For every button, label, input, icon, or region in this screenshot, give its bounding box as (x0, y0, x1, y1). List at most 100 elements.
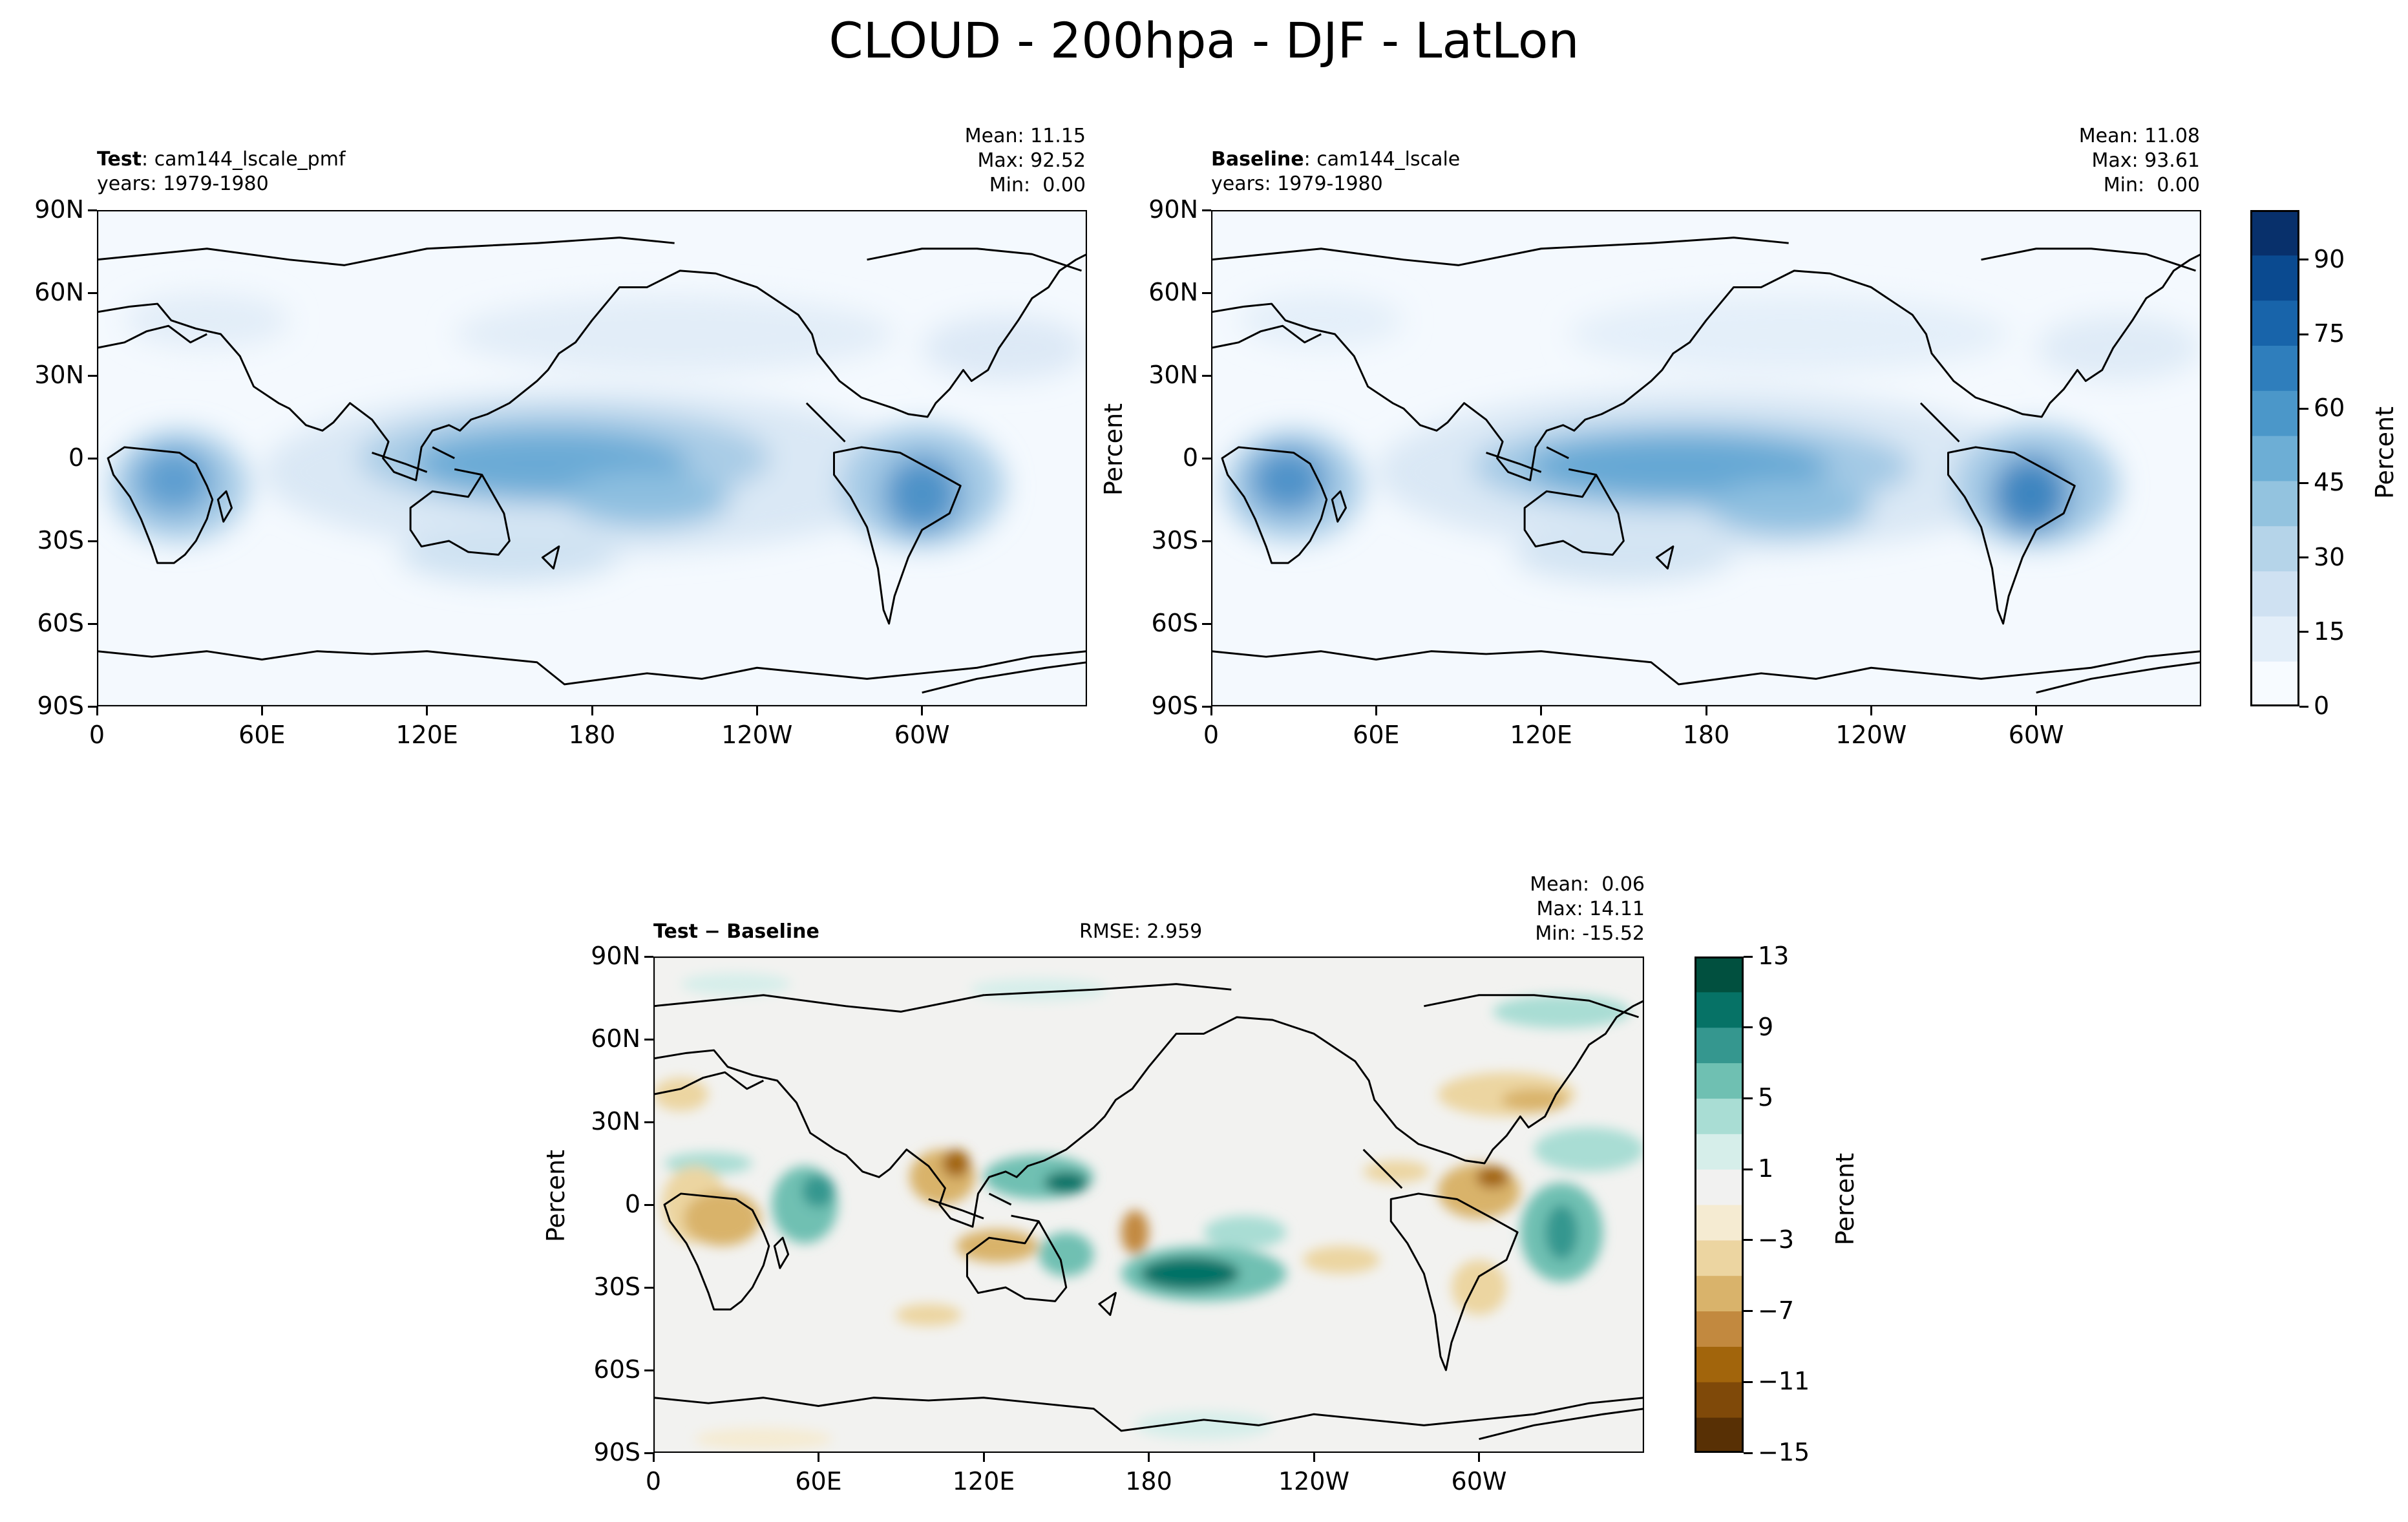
diff-colorbar-segment (1695, 1169, 1744, 1205)
diff-lon-tick-mark (652, 1453, 655, 1462)
baseline-lat-tick-mark (1202, 457, 1211, 460)
baseline-ylabel: Percent (1099, 403, 1128, 496)
test-lat-tick-mark (88, 209, 97, 211)
diff-colorbar-segment (1695, 1346, 1744, 1382)
diff-lat-tick-mark (644, 1286, 653, 1289)
diff-lon-tick-mark (1478, 1453, 1480, 1462)
baseline-lon-tick-label: 60E (1353, 721, 1400, 749)
top-colorbar-tick-label: 0 (2314, 692, 2330, 720)
baseline-lat-tick-mark (1202, 374, 1211, 377)
diff-colorbar-tick-label: −15 (1758, 1438, 1810, 1466)
figure-title: CLOUD - 200hpa - DJF - LatLon (829, 12, 1579, 69)
diff-colorbar-segment (1695, 1205, 1744, 1241)
top-colorbar-tick-label: 60 (2314, 394, 2345, 423)
diff-lat-tick-label: 60N (591, 1024, 640, 1053)
diff-lat-tick-mark (644, 1121, 653, 1123)
diff-colorbar-tick-mark (1744, 955, 1753, 958)
test-name: cam144_lscale_pmf (154, 148, 346, 171)
top-colorbar-segment (2250, 436, 2299, 481)
diff-colorbar-segment (1695, 1134, 1744, 1170)
diff-map (653, 957, 1644, 1453)
test-lon-tick-label: 180 (568, 721, 616, 749)
diff-lat-tick-label: 60S (593, 1355, 640, 1384)
diff-colorbar-tick-label: 5 (1758, 1083, 1774, 1112)
baseline-lon-tick-mark (1540, 706, 1543, 715)
top-colorbar-segment (2250, 661, 2299, 706)
diff-colorbar-segment (1695, 1311, 1744, 1347)
test-lon-tick-mark (426, 706, 428, 715)
top-colorbar-label: Percent (2371, 407, 2399, 499)
test-lon-tick-mark (755, 706, 758, 715)
top-colorbar-segment (2250, 571, 2299, 617)
diff-lat-tick-mark (644, 1452, 653, 1454)
baseline-lat-tick-mark (1202, 291, 1211, 294)
diff-lat-tick-mark (644, 1369, 653, 1371)
top-colorbar-segment (2250, 300, 2299, 346)
top-colorbar-tick-label: 90 (2314, 244, 2345, 273)
diff-lon-tick-label: 60E (795, 1467, 842, 1496)
diff-lon-tick-label: 180 (1125, 1467, 1172, 1496)
diff-colorbar-tick-mark (1744, 1168, 1753, 1170)
top-colorbar-segment (2250, 616, 2299, 662)
diff-colorbar-frame (1695, 957, 1744, 1453)
test-min: Min: 0.00 (989, 174, 1086, 196)
test-lon-tick-label: 0 (89, 721, 105, 749)
test-title: Test: cam144_lscale_pmf (97, 148, 346, 171)
diff-colorbar-label: Percent (1831, 1153, 1859, 1245)
diff-colorbar-tick-mark (1744, 1380, 1753, 1383)
diff-colorbar-tick-label: −7 (1758, 1296, 1795, 1325)
top-colorbar-segment (2250, 525, 2299, 572)
diff-ylabel: Percent (542, 1150, 570, 1242)
test-lat-tick-label: 0 (68, 443, 84, 472)
diff-colorbar-tick-mark (1744, 1097, 1753, 1099)
baseline-map (1211, 210, 2201, 706)
diff-colorbar-segment (1695, 1275, 1744, 1312)
baseline-lat-tick-label: 30S (1151, 526, 1198, 555)
test-mean: Mean: 11.15 (964, 125, 1086, 147)
baseline-lat-tick-label: 0 (1182, 443, 1198, 472)
test-lon-tick-label: 60W (894, 721, 950, 749)
baseline-lat-tick-label: 30N (1148, 361, 1198, 389)
diff-lon-tick-label: 120E (952, 1467, 1015, 1496)
diff-colorbar-segment (1695, 1382, 1744, 1418)
baseline-title: Baseline: cam144_lscale (1211, 148, 1461, 171)
diff-lon-tick-mark (982, 1453, 985, 1462)
test-lat-tick-label: 90S (37, 692, 84, 720)
test-lat-tick-label: 60S (37, 609, 84, 637)
diff-colorbar-tick-label: −11 (1758, 1367, 1810, 1396)
top-colorbar-tick-mark (2299, 631, 2308, 633)
diff-lon-tick-mark (1313, 1453, 1315, 1462)
top-colorbar (2250, 210, 2299, 706)
top-colorbar-tick-mark (2299, 259, 2308, 261)
diff-lon-tick-mark (818, 1453, 819, 1462)
baseline-lon-tick-mark (2035, 706, 2038, 715)
diff-lat-tick-label: 30N (591, 1107, 640, 1136)
diff-colorbar-segment (1695, 957, 1744, 993)
diff-title-b: Baseline (726, 920, 819, 943)
test-lon-tick-mark (591, 706, 593, 715)
test-map (97, 210, 1087, 706)
diff-colorbar-tick-label: 9 (1758, 1012, 1774, 1041)
baseline-cloud-field (1225, 293, 2201, 582)
diff-colorbar-tick-label: 1 (1758, 1154, 1774, 1183)
baseline-lat-tick-label: 60S (1151, 609, 1198, 637)
top-colorbar-tick-mark (2299, 556, 2308, 559)
top-colorbar-segment (2250, 345, 2299, 391)
diff-lat-tick-label: 0 (624, 1190, 640, 1218)
baseline-lat-tick-label: 90S (1151, 692, 1198, 720)
test-years: years: 1979-1980 (97, 173, 269, 195)
baseline-lat-tick-mark (1202, 622, 1211, 625)
test-lat-tick-mark (88, 457, 97, 460)
baseline-name: cam144_lscale (1316, 148, 1461, 171)
test-coastlines (97, 237, 1087, 694)
baseline-mean: Mean: 11.08 (2078, 125, 2200, 147)
diff-lat-tick-mark (644, 1038, 653, 1041)
baseline-lat-tick-mark (1202, 209, 1211, 211)
baseline-lat-tick-mark (1202, 540, 1211, 542)
diff-title-op: − (704, 920, 721, 943)
diff-rmse: RMSE: 2.959 (1079, 920, 1203, 943)
diff-colorbar-tick-mark (1744, 1239, 1753, 1242)
diff-colorbar-tick-label: 13 (1758, 942, 1790, 970)
diff-colorbar-segment (1695, 1062, 1744, 1099)
